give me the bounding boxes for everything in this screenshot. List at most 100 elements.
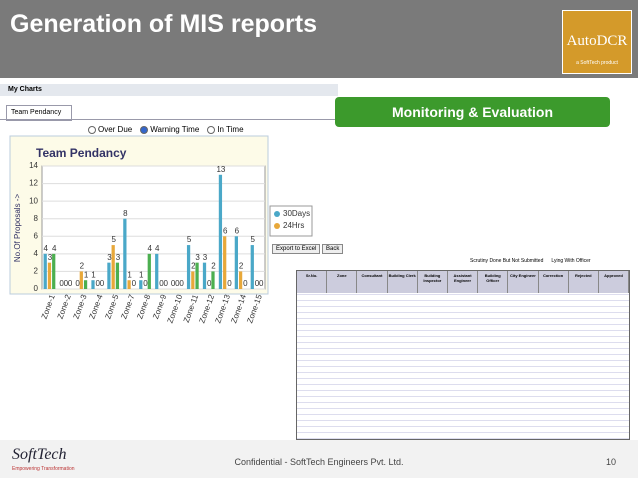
- table-header: Sr.No. Zone Consultant Building Clerk Buildi…: [297, 271, 630, 293]
- table-options: Scrutiny Done But Not Submitted Lying Wit…: [470, 258, 591, 264]
- y-tick-label: 12: [29, 179, 38, 188]
- data-label: 2: [191, 262, 196, 271]
- data-label: 4: [148, 244, 153, 253]
- data-label: 2: [239, 262, 244, 271]
- report-table: Sr.No. Zone Consultant Building Clerk Buildi…: [296, 270, 630, 440]
- data-label: 4: [52, 244, 57, 253]
- bar: [191, 271, 195, 289]
- logo-sub: a SoftTech product: [576, 60, 618, 66]
- tagline: Empowering Transformation: [12, 466, 75, 472]
- x-tick-label: Zone-5: [103, 293, 120, 320]
- legend-label: 24Hrs: [283, 221, 304, 230]
- x-tick-label: Zone-9: [151, 293, 168, 320]
- data-label: 0: [175, 279, 180, 288]
- radio-option: In Time: [207, 125, 244, 134]
- bar: [107, 262, 111, 289]
- data-label: 5: [187, 235, 192, 244]
- radio-option: Warning Time: [140, 125, 199, 134]
- data-label: 0: [59, 279, 64, 288]
- tab-line: [0, 119, 335, 120]
- data-label: 0: [227, 279, 232, 288]
- radio-option: Over Due: [88, 125, 132, 134]
- bar: [52, 253, 56, 289]
- bar: [79, 271, 83, 289]
- y-tick-label: 0: [34, 284, 39, 293]
- radio-circle: [88, 125, 96, 134]
- x-tick-label: Zone-15: [245, 293, 264, 325]
- data-label: 6: [223, 226, 228, 235]
- data-label: 1: [127, 270, 132, 279]
- data-label: 0: [171, 279, 176, 288]
- export-button[interactable]: Export to Excel: [272, 244, 321, 254]
- data-label: 0: [143, 279, 148, 288]
- data-label: 0: [64, 279, 69, 288]
- table-header-cell: Consultant: [357, 271, 388, 293]
- table-header-cell: Building Officer: [478, 271, 509, 293]
- data-label: 0: [163, 279, 168, 288]
- table-header-cell: Sr.No.: [297, 271, 328, 293]
- back-button[interactable]: Back: [322, 244, 344, 254]
- bar: [223, 236, 227, 289]
- header-band: [0, 0, 638, 78]
- bar: [218, 174, 223, 289]
- table-header-cell: Building Inspector: [418, 271, 448, 293]
- data-label: 8: [123, 209, 128, 218]
- data-label: 1: [91, 270, 96, 279]
- panel-title: My Charts: [0, 84, 338, 96]
- legend-label: 30Days: [283, 209, 310, 218]
- data-label: 3: [195, 253, 200, 262]
- bar: [91, 280, 95, 289]
- legend-swatch: [274, 223, 280, 229]
- logo-text: AutoDCR: [566, 33, 628, 49]
- bar: [47, 262, 52, 289]
- data-label: 4: [155, 244, 160, 253]
- x-tick-label: Zone-4: [87, 293, 104, 320]
- data-label: 0: [96, 279, 101, 288]
- data-label: 0: [75, 279, 80, 288]
- data-label: 3: [48, 253, 53, 262]
- radio-circle: [207, 125, 216, 134]
- bar: [202, 262, 207, 289]
- chart-title: Team Pendancy: [36, 146, 127, 160]
- tab[interactable]: Team Pendancy: [6, 105, 72, 121]
- table-option: Scrutiny Done But Not Submitted: [470, 258, 544, 264]
- bar: [123, 218, 127, 289]
- radio-label: Over Due: [98, 125, 133, 134]
- data-label: 1: [139, 270, 144, 279]
- logo: AutoDCR a SoftTech product: [562, 10, 632, 74]
- table-header-cell: Building Clerk: [388, 271, 418, 293]
- data-label: 13: [216, 165, 225, 174]
- y-tick-label: 8: [34, 214, 39, 223]
- bar: [147, 253, 151, 289]
- bar: [111, 245, 115, 289]
- data-label: 0: [255, 279, 260, 288]
- bar: [238, 271, 243, 289]
- x-tick-label: Zone-2: [56, 293, 73, 320]
- table-header-cell: Zone: [327, 271, 358, 293]
- data-label: 2: [211, 262, 216, 271]
- data-label: 0: [132, 279, 137, 288]
- data-label: 2: [80, 262, 85, 271]
- x-tick-label: Zone-7: [119, 293, 136, 320]
- footer-band: [0, 440, 638, 478]
- data-label: 5: [111, 235, 116, 244]
- company: SoftTech: [12, 446, 67, 463]
- y-tick-label: 14: [29, 161, 38, 170]
- legend-swatch: [274, 211, 280, 217]
- y-tick-label: 10: [29, 196, 38, 205]
- bar: [155, 253, 159, 289]
- x-tick-label: Zone-3: [72, 293, 89, 320]
- radio-circle: [140, 125, 149, 134]
- bar: [115, 262, 120, 289]
- data-label: 6: [235, 226, 240, 235]
- bar: [195, 262, 199, 289]
- button[interactable]: Monitoring & Evaluation: [335, 97, 610, 127]
- table-header-cell: Approved: [599, 271, 630, 293]
- y-tick-label: 2: [34, 267, 39, 276]
- data-label: 4: [43, 244, 48, 253]
- table-option: Lying With Officer: [551, 258, 591, 264]
- data-label: 3: [107, 253, 112, 262]
- data-label: 0: [243, 279, 248, 288]
